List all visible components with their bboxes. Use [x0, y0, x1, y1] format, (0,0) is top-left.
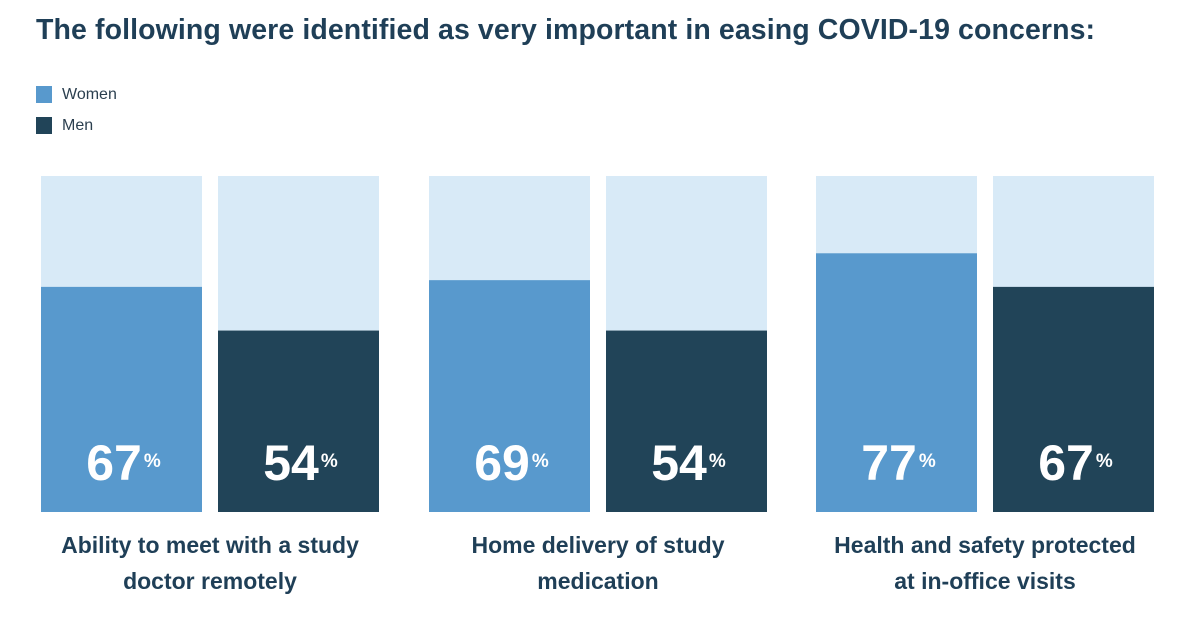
bar-women [429, 280, 590, 512]
data-label-percent: % [532, 451, 549, 472]
category-label-line: Home delivery of study [471, 532, 725, 558]
bar-women [41, 286, 202, 512]
category-label-line: at in-office visits [894, 568, 1076, 594]
legend-label-men: Men [62, 116, 94, 134]
data-label-value: 54 [263, 435, 319, 491]
data-label-men: 54% [263, 435, 338, 491]
data-label-percent: % [1096, 451, 1113, 472]
category-label-line: Health and safety protected [834, 532, 1136, 558]
bar-men [606, 330, 767, 512]
data-label-women: 69% [474, 435, 549, 491]
legend-item-women: Women [36, 79, 117, 110]
category-label-line: doctor remotely [123, 568, 297, 594]
category-label-line: Ability to meet with a study [61, 532, 359, 558]
bar-men [218, 330, 379, 512]
data-label-percent: % [144, 451, 161, 472]
category-label-line: medication [537, 568, 659, 594]
bar-women [816, 253, 977, 512]
legend-swatch-women [36, 86, 52, 103]
data-label-value: 69 [474, 435, 530, 491]
category-label: Ability to meet with a study doctor remot… [20, 527, 400, 599]
data-label-percent: % [321, 451, 338, 472]
legend-label-women: Women [62, 85, 117, 103]
legend-item-men: Men [36, 110, 117, 141]
data-label-men: 54% [651, 435, 726, 491]
data-label-percent: % [709, 451, 726, 472]
bar-men [993, 286, 1154, 512]
data-label-women: 67% [86, 435, 161, 491]
legend-swatch-men [36, 117, 52, 134]
data-label-men: 67% [1038, 435, 1113, 491]
category-label: Health and safety protected at in-office … [795, 527, 1175, 599]
data-label-women: 77% [861, 435, 936, 491]
chart-title: The following were identified as very im… [36, 14, 1096, 46]
data-label-value: 67 [86, 435, 142, 491]
data-label-value: 67 [1038, 435, 1094, 491]
legend: Women Men [36, 79, 117, 141]
category-label: Home delivery of study medication [408, 527, 788, 599]
data-label-percent: % [919, 451, 936, 472]
data-label-value: 54 [651, 435, 707, 491]
data-label-value: 77 [861, 435, 917, 491]
